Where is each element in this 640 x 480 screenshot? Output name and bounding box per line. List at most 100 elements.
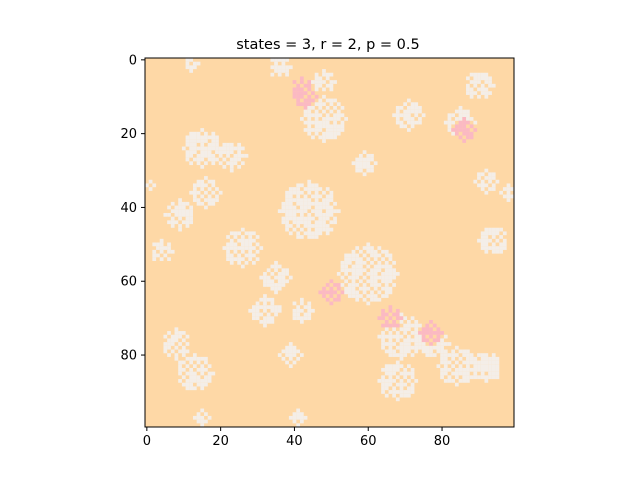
cell-state-1 [347, 257, 352, 261]
cell-state-1 [458, 109, 463, 114]
cell-state-1 [384, 371, 389, 376]
cell-state-1 [473, 360, 478, 365]
cell-state-1 [189, 131, 194, 136]
cell-state-1 [270, 272, 275, 276]
cell-state-1 [473, 179, 478, 184]
cell-state-1 [370, 157, 374, 162]
cell-state-1 [296, 349, 301, 354]
cell-state-1 [480, 364, 485, 369]
cell-state-1 [296, 356, 301, 361]
cell-state-1 [255, 235, 260, 239]
cell-state-1 [388, 375, 393, 380]
cell-state-1 [248, 242, 253, 247]
cell-state-1 [229, 146, 234, 151]
cell-state-1 [285, 190, 289, 195]
cell-state-1 [466, 91, 470, 95]
cell-state-1 [322, 135, 326, 140]
cell-state-1 [222, 142, 227, 147]
cell-state-1 [215, 139, 219, 143]
cell-state-1 [170, 224, 175, 228]
cell-state-1 [263, 301, 267, 306]
cell-state-1 [395, 113, 400, 118]
cell-state-1 [299, 212, 304, 217]
cell-state-1 [491, 187, 496, 191]
cell-state-1 [403, 316, 408, 321]
cell-state-1 [502, 194, 507, 199]
cell-state-1 [351, 249, 356, 254]
cell-state-1 [248, 231, 253, 236]
cell-state-1 [495, 367, 500, 372]
cell-state-1 [477, 80, 481, 84]
cell-state-1 [399, 382, 404, 387]
cell-state-2 [418, 331, 422, 335]
cell-state-1 [418, 109, 422, 114]
cell-state-2 [399, 316, 404, 321]
cell-state-1 [458, 367, 463, 372]
cell-state-1 [211, 135, 216, 140]
cell-state-1 [237, 142, 241, 147]
cell-state-1 [274, 58, 278, 62]
cell-state-1 [418, 120, 422, 125]
cell-state-1 [499, 242, 503, 247]
cell-state-2 [462, 124, 467, 129]
cell-state-1 [454, 360, 459, 365]
cell-state-1 [226, 235, 230, 239]
cell-state-1 [384, 349, 389, 354]
cell-state-1 [196, 190, 201, 195]
cell-state-1 [174, 212, 179, 217]
cell-state-1 [266, 279, 271, 284]
cell-state-1 [351, 268, 356, 273]
cell-state-1 [370, 275, 374, 280]
cell-state-1 [307, 220, 312, 225]
cell-state-1 [388, 334, 393, 339]
cell-state-1 [270, 264, 275, 269]
cell-state-1 [248, 249, 253, 254]
cell-state-1 [285, 194, 289, 199]
cell-state-1 [333, 131, 337, 136]
cell-state-1 [355, 283, 360, 287]
cell-state-1 [373, 264, 378, 269]
cell-state-1 [462, 109, 467, 114]
cell-state-1 [170, 220, 175, 225]
cell-state-1 [196, 157, 201, 162]
cell-state-1 [362, 297, 367, 302]
cell-state-1 [196, 412, 201, 416]
cell-state-1 [359, 264, 363, 269]
cell-state-1 [185, 334, 190, 339]
cell-state-1 [218, 190, 223, 195]
cell-state-1 [167, 331, 171, 335]
cell-state-1 [329, 135, 334, 140]
cell-state-1 [192, 198, 197, 202]
cell-state-1 [458, 349, 463, 354]
cell-state-1 [388, 382, 393, 387]
cell-state-1 [226, 146, 230, 151]
cell-state-1 [266, 319, 271, 324]
cell-state-1 [285, 353, 289, 357]
cell-state-1 [307, 120, 312, 125]
cell-state-1 [432, 353, 437, 357]
cell-state-1 [484, 76, 489, 81]
cell-state-1 [192, 194, 197, 199]
cell-state-1 [200, 139, 205, 143]
cell-state-1 [484, 242, 489, 247]
cell-state-1 [381, 390, 385, 394]
cell-state-1 [399, 124, 404, 129]
cell-state-1 [218, 146, 223, 151]
cell-state-1 [377, 275, 382, 280]
cell-state-1 [480, 356, 485, 361]
cell-state-1 [226, 150, 230, 154]
cell-state-1 [181, 360, 186, 365]
cell-state-1 [370, 279, 374, 284]
cell-state-1 [274, 305, 278, 309]
cell-state-1 [469, 117, 474, 121]
cell-state-1 [178, 205, 182, 210]
cell-state-1 [159, 246, 164, 250]
cell-state-1 [418, 323, 422, 328]
cell-state-1 [307, 205, 312, 210]
cell-state-1 [215, 187, 219, 191]
cell-state-1 [303, 198, 308, 202]
cell-state-1 [406, 379, 411, 383]
cell-state-1 [440, 349, 444, 354]
cell-state-1 [355, 165, 360, 169]
cell-state-1 [333, 220, 337, 225]
